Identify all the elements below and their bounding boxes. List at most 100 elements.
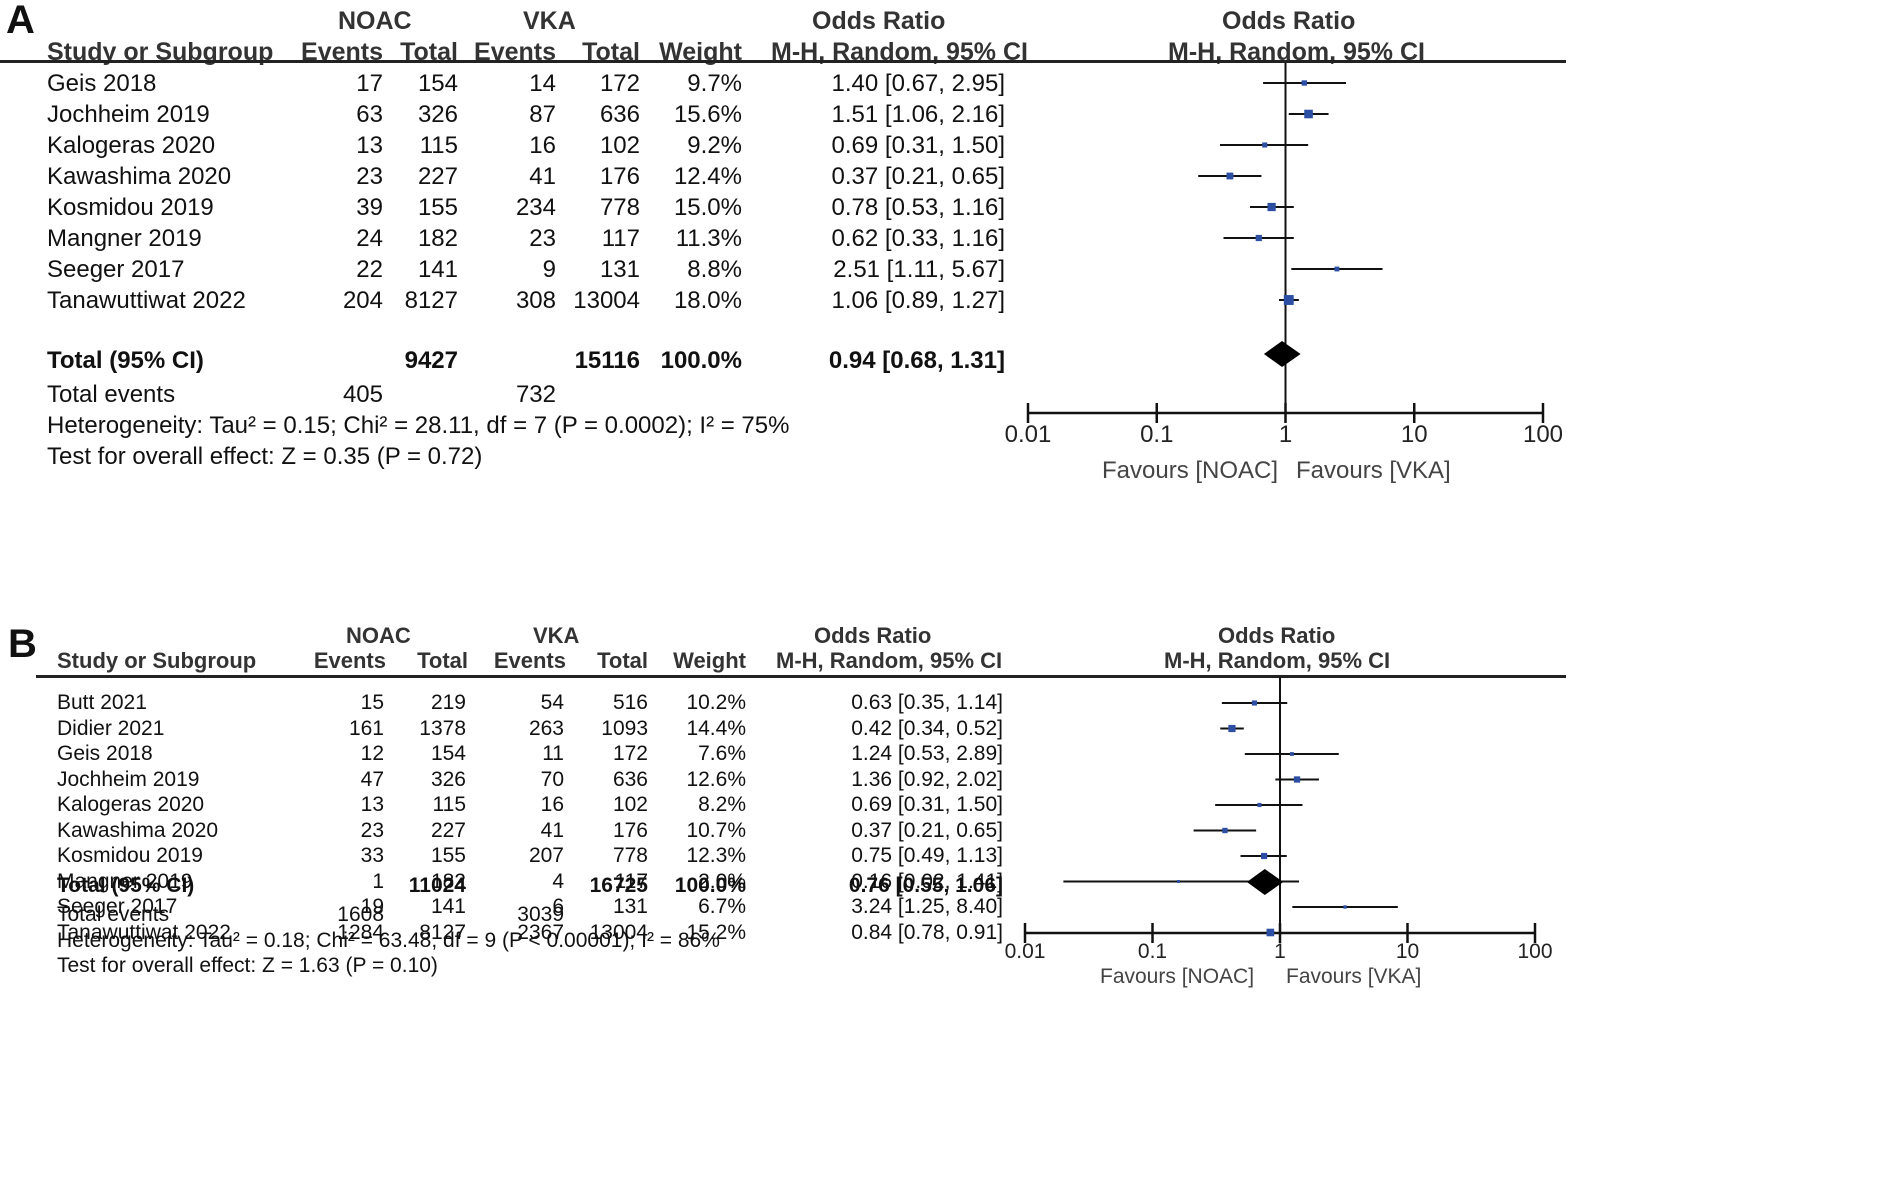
study-name: Tanawuttiwat 2022 — [47, 287, 246, 314]
total-vka: 16725 — [589, 874, 648, 897]
forest-plot-a: 0.01 0.1 1 10 100 — [1005, 63, 1563, 448]
point-estimate — [1251, 700, 1257, 706]
noac-total-cell: 141 — [430, 895, 466, 918]
vka-total-cell: 172 — [612, 742, 648, 765]
vka-events-cell: 54 — [540, 691, 564, 714]
vka-events-cell: 16 — [540, 793, 564, 816]
forest-plot-b: 0.01 0.1 1 10 100 — [1005, 677, 1553, 963]
vka-total-cell: 131 — [612, 895, 648, 918]
odds-ratio-ci-cell: 2.51 [1.11, 5.67] — [833, 256, 1005, 283]
x-tick-label: 0.01 — [1005, 940, 1046, 963]
noac-events-cell: 13 — [356, 132, 383, 159]
point-estimate — [1343, 905, 1347, 909]
vka-events-cell: 2367 — [517, 920, 564, 944]
vka-events-cell: 41 — [540, 818, 564, 842]
noac-total-header: Total — [417, 648, 468, 673]
study-name: Kawashima 2020 — [47, 163, 232, 190]
noac-events-cell: 12 — [360, 742, 384, 765]
weight-header: Weight — [673, 648, 746, 673]
weight-cell: 12.3% — [686, 844, 746, 867]
weight-cell: 9.7% — [687, 70, 742, 97]
total-events-vka: 732 — [515, 381, 556, 408]
vka-events-cell: 23 — [529, 225, 556, 252]
heterogeneity-text: Heterogeneity: Tau² = 0.15; Chi² = 28.11… — [47, 412, 790, 439]
point-estimate — [1257, 802, 1262, 808]
total-weight: 100.0% — [660, 347, 742, 374]
vka-total-cell: 636 — [612, 767, 648, 791]
vka-total-cell: 1093 — [601, 716, 648, 740]
vka-total-cell: 102 — [612, 793, 648, 816]
odds-ratio-table-title: Odds Ratio — [812, 7, 946, 35]
total-weight: 100.0% — [674, 874, 746, 897]
odds-ratio-ci-cell: 1.24 [0.53, 2.89] — [851, 742, 1003, 765]
vka-group-header: VKA — [533, 623, 580, 648]
study-name: Jochheim 2019 — [57, 767, 200, 791]
vka-total-cell: 636 — [599, 101, 640, 128]
method-plot-header: M-H, Random, 95% CI — [1164, 648, 1391, 673]
vka-events-cell: 4 — [552, 869, 564, 893]
point-estimate — [1301, 80, 1307, 86]
header-rule — [36, 675, 1566, 678]
study-name: Seeger 2017 — [57, 895, 178, 918]
study-name: Didier 2021 — [57, 716, 165, 740]
study-name: Tanawuttiwat 2022 — [57, 920, 231, 944]
odds-ratio-plot-title: Odds Ratio — [1218, 623, 1336, 648]
header-rule — [0, 60, 1566, 63]
study-name: Kawashima 2020 — [57, 818, 219, 842]
weight-cell: 18.0% — [673, 287, 742, 314]
study-name: Kosmidou 2019 — [47, 194, 214, 221]
vka-events-header: Events — [493, 648, 566, 673]
vka-total-cell: 778 — [612, 844, 648, 867]
total-vka: 15116 — [574, 347, 640, 374]
noac-events-cell: 1 — [372, 869, 384, 893]
noac-total-cell: 219 — [430, 691, 466, 714]
study-name: Geis 2018 — [57, 742, 153, 765]
point-estimate — [1260, 852, 1268, 860]
x-tick-label: 1 — [1279, 421, 1292, 448]
point-estimate — [1222, 827, 1228, 834]
vka-total-cell: 176 — [612, 818, 648, 842]
total-row-label: Total (95% CI) — [47, 347, 204, 374]
point-estimate — [1177, 880, 1181, 883]
noac-total-cell: 182 — [430, 869, 466, 893]
weight-cell: 11.3% — [675, 225, 742, 252]
vka-events-cell: 6 — [552, 895, 564, 918]
study-name: Kalogeras 2020 — [57, 793, 205, 816]
x-tick-label: 0.1 — [1138, 940, 1167, 963]
vka-events-cell: 11 — [542, 742, 564, 765]
vka-events-cell: 16 — [529, 132, 556, 159]
total-events-label: Total events — [57, 903, 170, 926]
x-tick-label: 0.1 — [1140, 421, 1173, 448]
noac-events-cell: 22 — [356, 256, 383, 283]
vka-events-cell: 41 — [529, 163, 556, 190]
weight-cell: 14.4% — [686, 716, 746, 740]
overall-effect-text: Test for overall effect: Z = 1.63 (P = 0… — [57, 954, 438, 977]
noac-total-cell: 8127 — [419, 920, 466, 944]
pooled-diamond — [1263, 341, 1301, 367]
odds-ratio-ci-cell: 0.84 [0.78, 0.91] — [851, 920, 1003, 944]
noac-total-cell: 154 — [430, 742, 466, 765]
noac-total-cell: 155 — [417, 194, 458, 221]
x-tick-label: 100 — [1523, 421, 1563, 448]
panel-letter: A — [6, 0, 35, 42]
noac-events-cell: 204 — [342, 287, 383, 314]
vka-events-cell: 263 — [528, 716, 564, 740]
weight-cell: 8.2% — [698, 793, 746, 816]
x-tick-label: 10 — [1396, 940, 1419, 963]
study-name: Kosmidou 2019 — [57, 844, 203, 867]
pooled-diamond — [1246, 869, 1284, 895]
total-events-vka: 3039 — [517, 903, 564, 926]
total-noac: 9427 — [404, 347, 458, 374]
total-ci: 0.94 [0.68, 1.31] — [828, 347, 1005, 374]
weight-cell: 12.4% — [673, 163, 742, 190]
odds-ratio-ci-cell: 0.63 [0.35, 1.14] — [851, 691, 1003, 714]
vka-events-cell: 9 — [542, 256, 556, 283]
noac-total-cell: 227 — [430, 818, 466, 842]
noac-events-cell: 23 — [360, 818, 384, 842]
odds-ratio-ci-cell: 0.16 [0.02, 1.41] — [851, 869, 1003, 893]
noac-total-cell: 182 — [417, 225, 458, 252]
noac-events-cell: 24 — [356, 225, 383, 252]
noac-group-header: NOAC — [338, 7, 412, 35]
study-column-header: Study or Subgroup — [57, 648, 257, 673]
vka-events-cell: 234 — [515, 194, 556, 221]
